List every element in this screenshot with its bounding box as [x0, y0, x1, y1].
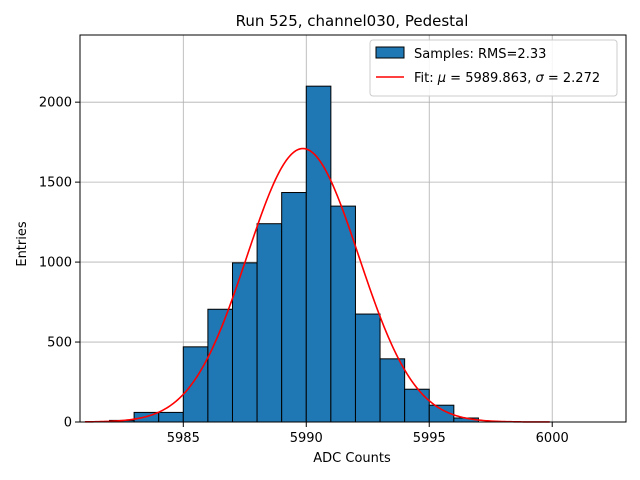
- histogram-bar: [182, 346, 209, 423]
- y-axis-label: Entries: [15, 221, 30, 267]
- y-tick-label: 0: [64, 416, 72, 431]
- y-axis-ticks: 0 500 1000 1500 2000: [39, 96, 80, 431]
- legend-samples-swatch: [375, 46, 405, 59]
- histogram-bar: [256, 223, 283, 423]
- x-tick-label: 5990: [290, 431, 323, 446]
- plot-frame: [79, 34, 627, 423]
- legend-samples-label: Samples: RMS=2.33: [414, 47, 546, 62]
- y-tick-label: 2000: [39, 96, 72, 111]
- histogram-bar: [379, 358, 406, 423]
- histogram-bar: [330, 205, 356, 423]
- histogram-bar: [354, 313, 381, 423]
- histogram-bar: [158, 411, 184, 423]
- fit-curve: [84, 147, 550, 423]
- histogram-bar: [404, 388, 430, 423]
- x-axis-label: ADC Counts: [313, 451, 391, 466]
- y-tick-label: 500: [47, 336, 72, 351]
- x-tick-label: 5995: [413, 431, 446, 446]
- histogram-bar: [231, 262, 258, 423]
- legend: Samples: RMS=2.33 Fit: μ = 5989.863, σ =…: [369, 39, 618, 97]
- histogram-bar: [207, 308, 233, 423]
- chart-title: Run 525, channel030, Pedestal: [236, 12, 469, 30]
- y-tick-label: 1500: [39, 176, 72, 191]
- x-tick-label: 6000: [536, 431, 569, 446]
- legend-box: [369, 39, 618, 97]
- legend-fit-label: Fit: μ = 5989.863, σ = 2.272: [414, 71, 600, 86]
- histogram-bar: [281, 192, 307, 423]
- y-tick-label: 1000: [39, 256, 72, 271]
- histogram-bar: [305, 85, 332, 423]
- x-axis-ticks: 5985 5990 5995 6000: [167, 422, 569, 446]
- x-tick-label: 5985: [167, 431, 200, 446]
